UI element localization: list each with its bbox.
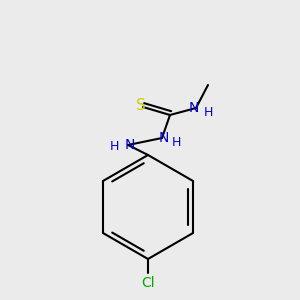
- Text: N: N: [159, 131, 169, 145]
- Text: N: N: [189, 101, 199, 115]
- Text: H: H: [203, 106, 213, 118]
- Text: S: S: [136, 98, 146, 113]
- Text: H: H: [171, 136, 181, 149]
- Text: Cl: Cl: [141, 276, 155, 290]
- Text: N: N: [125, 138, 135, 152]
- Text: H: H: [109, 140, 119, 154]
